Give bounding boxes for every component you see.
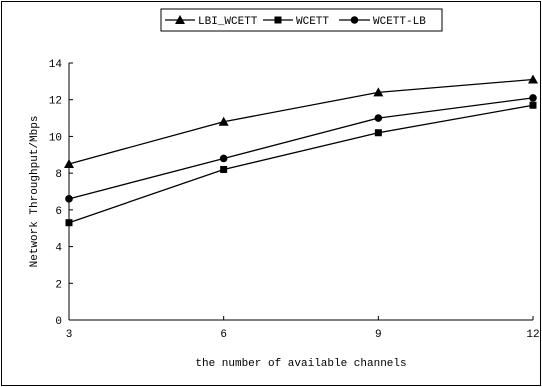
data-point-wcett-lb	[65, 195, 73, 203]
y-tick-label: 2	[55, 279, 62, 291]
y-tick-label: 12	[49, 96, 62, 108]
data-point-lbi-wcett	[528, 74, 538, 84]
data-point-wcett	[220, 165, 228, 173]
legend-label: WCETT	[296, 16, 329, 28]
data-point-lbi-wcett	[218, 116, 229, 126]
legend-label: WCETT-LB	[373, 16, 426, 28]
y-tick-label: 8	[55, 169, 62, 181]
y-tick-label: 10	[49, 132, 62, 144]
legend-marker	[175, 15, 185, 24]
x-tick-label: 3	[66, 329, 73, 341]
x-axis-title: the number of available channels	[195, 358, 406, 370]
axes: 0 2 4 6 8 10 12 14 3 6 9 12	[49, 59, 540, 341]
y-tick-label: 6	[55, 206, 62, 218]
legend-marker	[350, 16, 359, 24]
data-point-wcett-lb	[219, 154, 228, 163]
data-point-wcett	[374, 129, 382, 137]
y-tick-label: 4	[55, 243, 62, 255]
legend-box	[160, 8, 443, 32]
series-line-wcett-lb	[68, 97, 534, 200]
x-tick-label: 6	[220, 329, 227, 341]
legend-label: LBI_WCETT	[198, 16, 258, 28]
series-line-lbi-wcett	[68, 78, 534, 165]
plot-area	[64, 74, 538, 227]
data-point-lbi-wcett	[64, 158, 74, 168]
data-point-wcett-lb	[374, 114, 383, 122]
y-tick-label: 0	[55, 316, 62, 328]
x-tick-label: 9	[375, 329, 382, 341]
data-point-wcett	[65, 219, 73, 227]
series-line-wcett	[68, 104, 534, 224]
y-axis-title: Network Throughput/Mbps	[29, 116, 41, 268]
legend-marker	[274, 16, 282, 24]
data-point-lbi-wcett	[373, 87, 384, 97]
legend: LBI_WCETT WCETT WCETT-LB	[160, 8, 443, 32]
x-tick-label: 12	[526, 329, 539, 341]
y-tick-label: 14	[49, 59, 63, 71]
data-point-wcett-lb	[529, 94, 537, 102]
data-point-wcett	[529, 101, 537, 109]
